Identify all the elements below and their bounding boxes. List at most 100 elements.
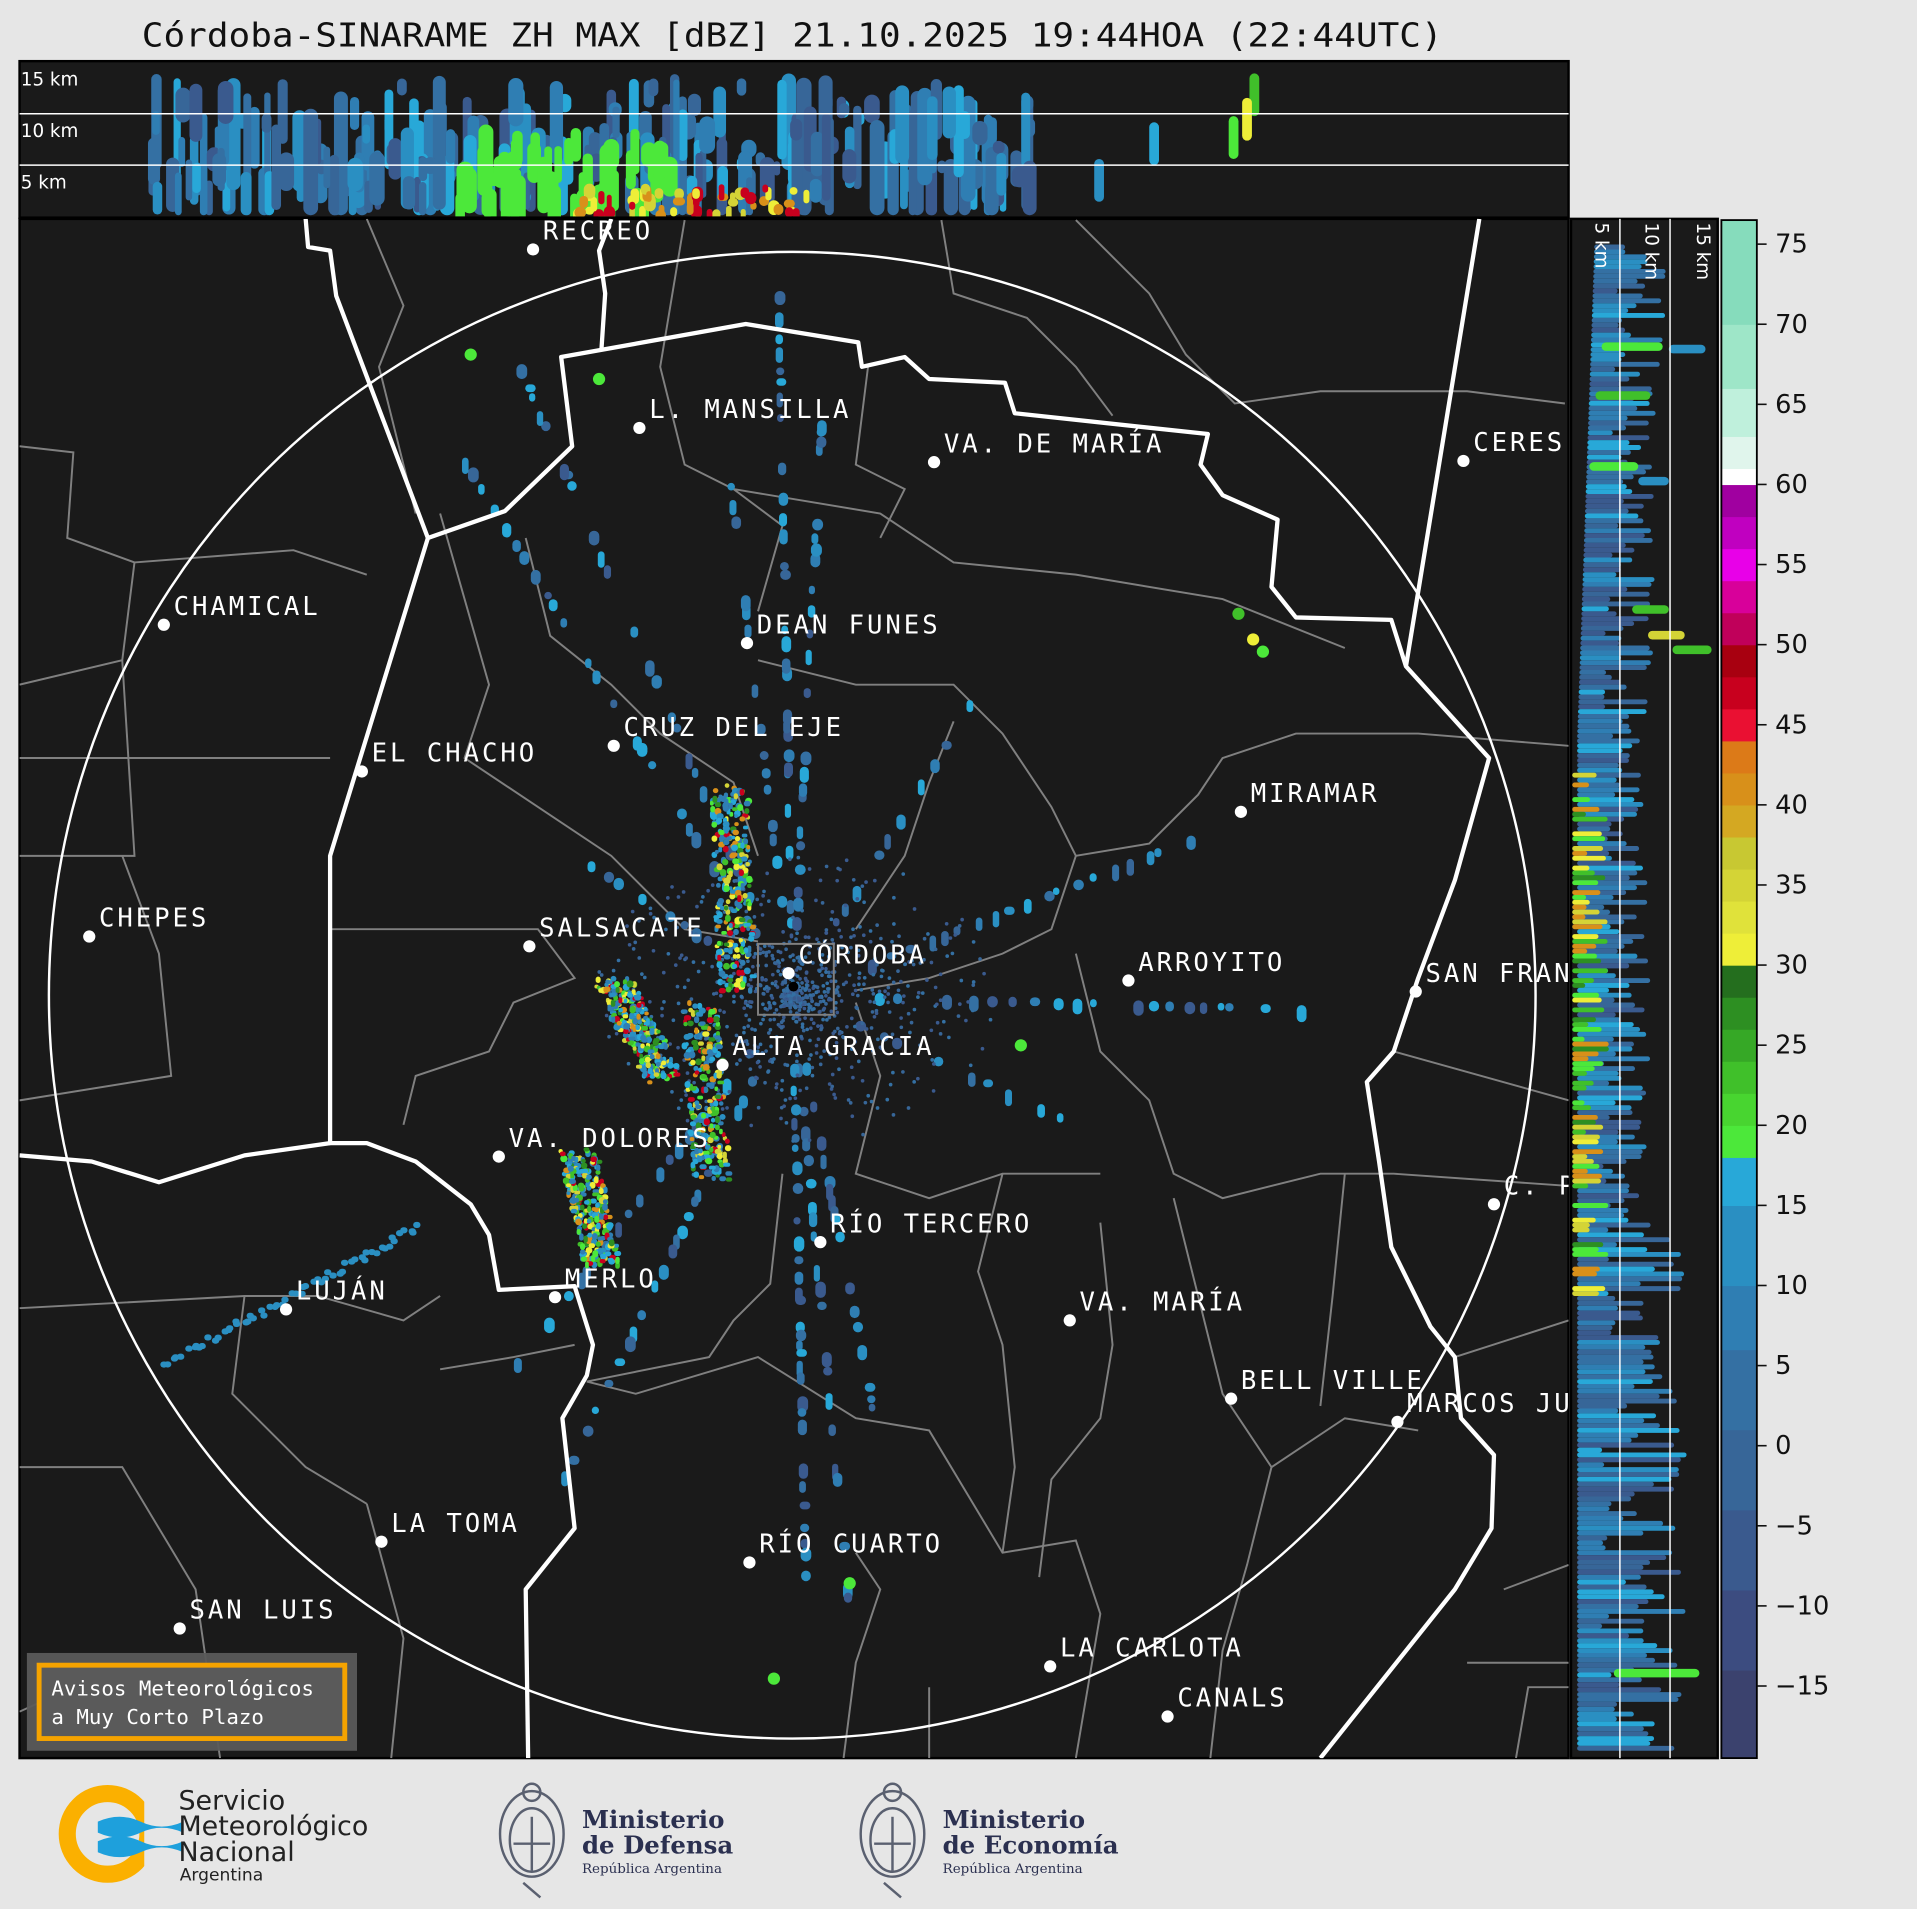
echo-cell [716, 863, 723, 871]
city-dot-icon [1409, 985, 1422, 998]
echo-cell [1577, 1364, 1655, 1370]
echo-cell [800, 1025, 805, 1029]
echo-cell [609, 992, 617, 997]
echo-cell [1577, 1589, 1654, 1595]
city-marker[interactable]: SAN FRAN [1409, 959, 1573, 998]
echo-cell [825, 1018, 829, 1022]
echo-cell [720, 980, 726, 985]
city-marker[interactable]: CRUZ DEL EJE [607, 713, 844, 752]
echo-cell [742, 1025, 747, 1030]
echo-cell [303, 108, 319, 216]
city-marker[interactable]: CÓRDOBA [782, 938, 927, 980]
department-border [586, 1173, 1102, 1759]
city-marker[interactable]: CERES [1457, 428, 1565, 468]
echo-cell [1577, 1584, 1647, 1590]
city-marker[interactable]: MARCOS JU [1391, 1389, 1572, 1429]
echo-cell [707, 1099, 713, 1103]
smn-line-3: Nacional [178, 1837, 294, 1868]
echo-cell [870, 1010, 875, 1014]
echo-cell [700, 1025, 708, 1030]
city-label: LA CARLOTA [1060, 1634, 1244, 1664]
echo-cell [178, 137, 186, 167]
echo-cell [856, 948, 861, 953]
echo-cell [1577, 1379, 1653, 1384]
city-marker[interactable]: SALSACATE [523, 914, 704, 953]
city-marker[interactable]: EL CHACHO [355, 739, 537, 778]
city-marker[interactable]: VA. DE MARÍA [927, 427, 1164, 469]
echo-cell [785, 845, 794, 860]
city-marker[interactable]: VA. MARÍA [1063, 1286, 1245, 1327]
echo-cell [1577, 1701, 1618, 1707]
city-marker[interactable]: C. P [1487, 1171, 1577, 1211]
echo-cell [776, 367, 785, 376]
notice-box[interactable]: Avisos Meteorológicos a Muy Corto Plazo [26, 1652, 357, 1751]
city-marker[interactable]: RECREO [526, 217, 653, 256]
city-marker[interactable]: MIRAMAR [1234, 779, 1380, 818]
echo-cell [1577, 767, 1623, 773]
echo-cell [641, 142, 657, 167]
echo-cell [1577, 792, 1616, 798]
colorbar-tick-label: 55 [1775, 550, 1808, 580]
echo-cell [899, 1016, 903, 1020]
echo-cell [1577, 1657, 1656, 1663]
city-marker[interactable]: LA CARLOTA [1044, 1634, 1244, 1673]
echo-cell [703, 1086, 708, 1094]
city-marker[interactable]: ALTA GRACIA [716, 1032, 934, 1072]
city-marker[interactable]: LUJÁN [279, 1275, 388, 1316]
echo-cell [668, 1042, 672, 1046]
city-marker[interactable]: LA TOMA [375, 1509, 520, 1548]
city-marker[interactable]: CHAMICAL [157, 592, 321, 631]
echo-cell [1577, 1423, 1660, 1429]
echo-cell [301, 1283, 310, 1290]
echo-cell [622, 1032, 629, 1039]
echo-cell [1296, 1005, 1307, 1023]
echo-cell [1589, 376, 1630, 382]
echo-cell [691, 1039, 699, 1046]
echo-cell [987, 996, 998, 1008]
echo-cell [610, 975, 617, 982]
echo-cell [838, 103, 850, 116]
echo-cell [802, 1138, 811, 1152]
echo-cell [577, 1182, 585, 1189]
echo-cell [796, 826, 804, 840]
echo-cell [732, 807, 738, 812]
city-marker[interactable]: SAN LUIS [173, 1596, 337, 1635]
echo-cell [907, 946, 911, 951]
echo-cell [1572, 1149, 1604, 1155]
city-marker[interactable]: CANALS [1161, 1684, 1287, 1723]
echo-cell [844, 980, 848, 985]
echo-cell [982, 971, 986, 976]
echo-cell [715, 1116, 720, 1124]
city-marker[interactable]: RÍO CUARTO [743, 1528, 943, 1569]
city-marker[interactable]: ARROYITO [1122, 948, 1285, 987]
echo-cell [1577, 1721, 1655, 1727]
echo-cell [582, 1425, 594, 1437]
city-marker[interactable]: MERLO [548, 1264, 657, 1304]
city-marker[interactable]: DEAN FUNES [740, 610, 941, 650]
echo-cell [903, 962, 907, 967]
echo-cell [668, 1244, 678, 1259]
echo-cell [728, 974, 734, 979]
echo-cell [224, 1327, 233, 1334]
city-marker[interactable]: RÍO TERCERO [814, 1207, 1032, 1249]
echo-cell [687, 1020, 694, 1027]
echo-cell [729, 500, 737, 516]
echo-cell [792, 208, 800, 217]
echo-cell [966, 1000, 970, 1004]
city-marker[interactable]: CHEPES [83, 904, 209, 943]
echo-cell [1577, 1731, 1649, 1737]
echo-cell [718, 1161, 725, 1168]
city-marker[interactable]: BELL VILLE [1225, 1366, 1425, 1405]
radar-map[interactable]: RECREO L. MANSILLA VA. DE MARÍA CERES CHAMIC… [18, 217, 1578, 1760]
city-marker[interactable]: VA. DOLORES [492, 1124, 711, 1163]
echo-cell [824, 993, 828, 998]
echo-cell [549, 80, 564, 165]
echo-cell [397, 78, 407, 96]
echo-cell [880, 1032, 889, 1042]
echo-cell [614, 981, 620, 988]
echo-cell [732, 1000, 736, 1004]
echo-cell [1572, 1173, 1602, 1179]
echo-cell [762, 987, 767, 991]
city-marker[interactable]: L. MANSILLA [633, 395, 851, 435]
echo-cell [789, 1003, 794, 1007]
